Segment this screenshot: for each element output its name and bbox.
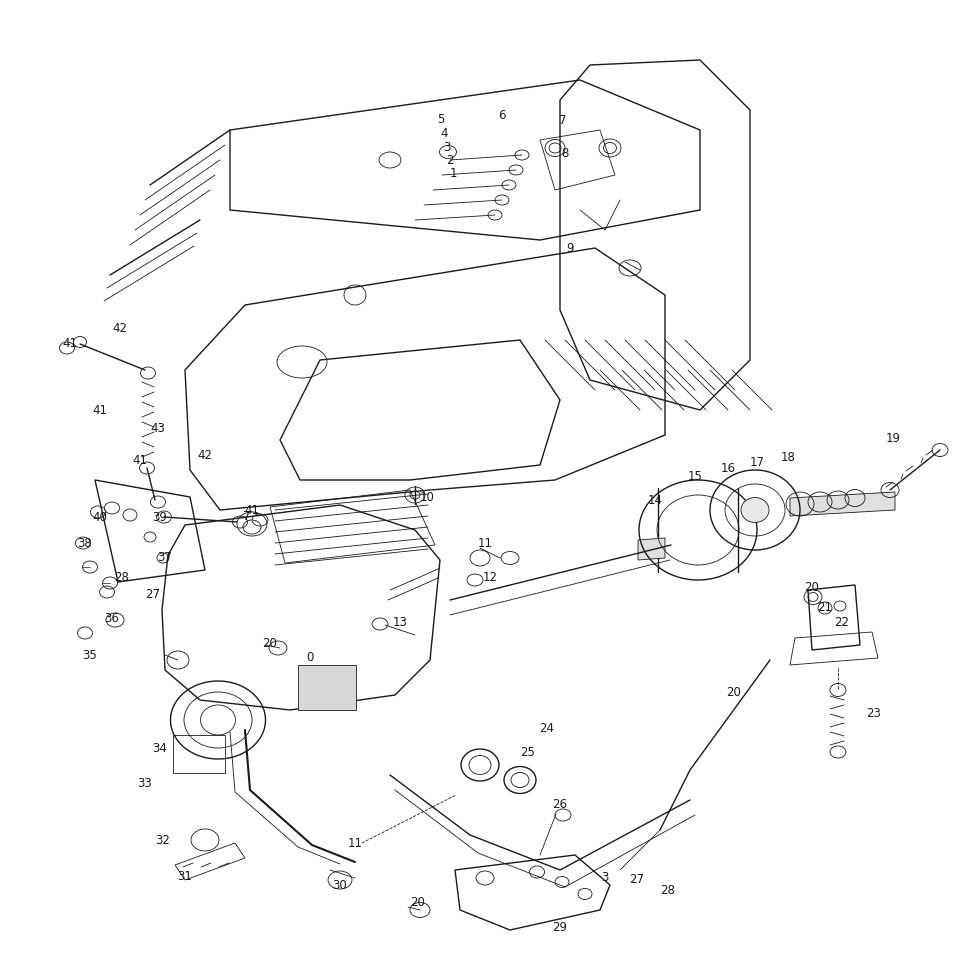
Text: 1: 1 [449, 166, 457, 180]
Text: 42: 42 [197, 449, 213, 461]
Text: 41: 41 [133, 453, 147, 466]
Text: 29: 29 [553, 921, 567, 933]
Text: 31: 31 [177, 869, 193, 883]
Text: 39: 39 [153, 511, 167, 523]
Text: 27: 27 [145, 587, 161, 600]
Text: 10: 10 [419, 490, 435, 504]
Text: 25: 25 [521, 746, 535, 758]
Text: 22: 22 [834, 616, 850, 628]
Text: 4: 4 [440, 126, 448, 140]
Text: 32: 32 [156, 833, 170, 847]
Text: 14: 14 [648, 493, 662, 507]
Text: 20: 20 [804, 581, 820, 593]
Text: 8: 8 [561, 147, 568, 159]
Text: 41: 41 [63, 337, 77, 350]
Text: 40: 40 [93, 511, 107, 523]
Text: 17: 17 [749, 455, 765, 468]
Text: 6: 6 [499, 109, 505, 121]
Text: 34: 34 [153, 742, 167, 754]
Text: 15: 15 [687, 470, 703, 483]
Bar [173, 735, 225, 773]
Text: 35: 35 [82, 649, 98, 661]
Polygon shape [638, 538, 665, 560]
Text: 7: 7 [560, 114, 566, 126]
Text: 24: 24 [539, 721, 555, 734]
Text: 36: 36 [105, 612, 119, 624]
Text: 28: 28 [660, 884, 676, 896]
Text: 7: 7 [243, 510, 251, 522]
Text: 26: 26 [553, 797, 567, 811]
Text: 42: 42 [112, 321, 128, 334]
Text: 16: 16 [720, 461, 736, 475]
Text: 11: 11 [348, 836, 362, 850]
Text: 28: 28 [114, 571, 130, 584]
Text: 5: 5 [438, 113, 444, 125]
Text: 11: 11 [477, 537, 493, 550]
Text: 2: 2 [446, 153, 454, 166]
Text: 9: 9 [566, 242, 574, 254]
Text: 21: 21 [818, 600, 832, 614]
Text: 3: 3 [443, 141, 451, 153]
Text: 43: 43 [151, 421, 166, 434]
Text: 33: 33 [137, 777, 152, 789]
Text: 38: 38 [77, 537, 92, 550]
Text: 13: 13 [393, 616, 408, 628]
Bar [298, 665, 356, 710]
Text: 37: 37 [158, 551, 172, 563]
Text: 20: 20 [262, 637, 278, 650]
Text: 20: 20 [727, 686, 741, 698]
Text: 0: 0 [306, 651, 314, 663]
Text: 3: 3 [601, 870, 609, 884]
Text: 20: 20 [410, 895, 426, 909]
Text: 41: 41 [245, 504, 259, 517]
Text: 30: 30 [333, 879, 348, 891]
Text: 12: 12 [482, 571, 498, 584]
Text: 27: 27 [629, 873, 645, 886]
Text: 19: 19 [886, 431, 900, 445]
Text: 41: 41 [93, 404, 107, 417]
Ellipse shape [741, 497, 769, 522]
Text: 18: 18 [780, 451, 796, 463]
Polygon shape [790, 492, 895, 516]
Text: 23: 23 [866, 707, 882, 720]
